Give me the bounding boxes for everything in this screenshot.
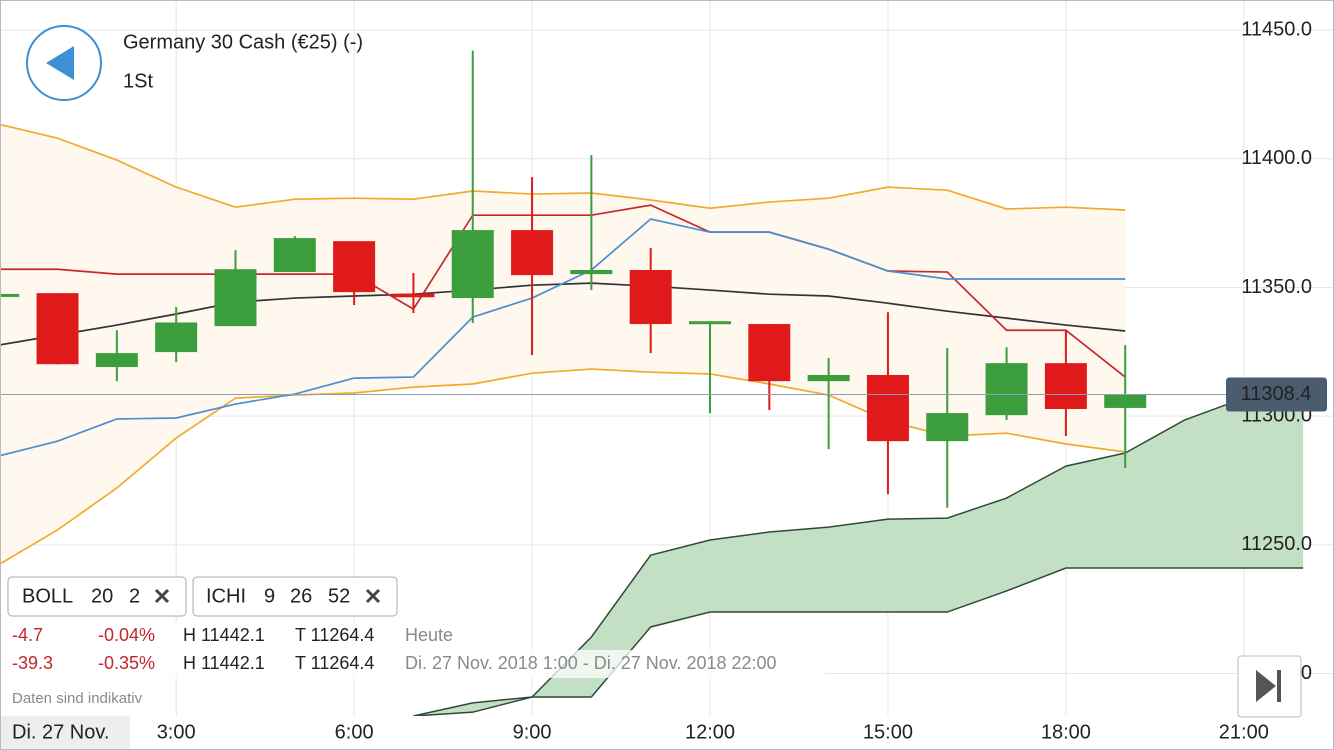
cloud-line — [413, 567, 1304, 717]
change: -4.7 — [12, 625, 43, 645]
low: T 11264.4 — [295, 653, 374, 673]
indicator-line — [0, 218, 1126, 457]
candle-body — [1044, 363, 1087, 409]
candle-body — [451, 230, 494, 299]
candle-body — [629, 269, 672, 325]
candle-body — [1104, 394, 1147, 408]
forward-bar — [1277, 670, 1281, 702]
chip-name: BOLL — [22, 585, 73, 607]
candle-body — [95, 353, 138, 368]
candle-body — [0, 293, 20, 297]
cloud-fill — [413, 386, 1304, 717]
change: -39.3 — [12, 653, 53, 673]
percent: -0.35% — [98, 653, 155, 673]
candle-body — [689, 321, 732, 325]
footer-note: Daten sind indikativ — [12, 690, 143, 707]
candle-body — [214, 269, 257, 327]
candle-body — [333, 241, 376, 293]
high: H 11442.1 — [183, 625, 265, 645]
plot — [0, 0, 1334, 717]
forward-button[interactable] — [1237, 655, 1302, 718]
x-tick-label: 3:00 — [157, 721, 196, 743]
chip-close[interactable] — [154, 588, 170, 604]
candle-body — [273, 238, 316, 273]
indicator-chip[interactable]: ICHI 9 26 52 — [192, 576, 398, 617]
low: T 11264.4 — [295, 625, 374, 645]
chip-param: 9 — [264, 585, 275, 607]
period: Di. 27 Nov. 2018 1:00 - Di. 27 Nov. 2018… — [405, 653, 777, 673]
candle-body — [392, 293, 435, 298]
percent: -0.04% — [98, 625, 155, 645]
y-tick-label: 11400.0 — [1241, 147, 1312, 169]
stats-bg — [0, 650, 825, 678]
period: Heute — [405, 625, 453, 645]
candle-body — [926, 413, 969, 442]
y-tick-label: 11450.0 — [1241, 18, 1312, 40]
x-tick-label: 18:00 — [1041, 721, 1091, 743]
x-tick-label: 21:00 — [1219, 721, 1269, 743]
price-box — [1226, 377, 1327, 412]
y-tick-label: 11250.0 — [1241, 533, 1312, 555]
chip-param: 52 — [328, 585, 350, 607]
back-arrow — [46, 46, 74, 80]
date-box — [0, 716, 130, 750]
price-label: 11308.4 — [1241, 383, 1312, 405]
axes: 11200.011250.011300.011350.011400.011450… — [157, 18, 1327, 743]
indicator-line — [0, 204, 1126, 378]
chip-box[interactable] — [192, 576, 398, 617]
indicator-chip[interactable]: BOLL 20 2 — [7, 576, 187, 617]
y-tick-label: 11350.0 — [1241, 276, 1312, 298]
x-tick-label: 9:00 — [513, 721, 552, 743]
candle-body — [985, 363, 1028, 416]
candle-body — [748, 324, 791, 382]
stats-bg — [0, 622, 470, 650]
interval[interactable]: 1St — [123, 70, 153, 92]
candle-body — [511, 230, 554, 276]
forward-icon — [1256, 670, 1276, 702]
chip-close[interactable] — [365, 588, 381, 604]
x-axis-strip — [0, 716, 1334, 750]
chip-param: 20 — [91, 585, 113, 607]
x-tick-label: 6:00 — [335, 721, 374, 743]
chip-box[interactable] — [7, 576, 187, 617]
x-tick-label: 15:00 — [863, 721, 913, 743]
chip-name: ICHI — [206, 585, 246, 607]
high: H 11442.1 — [183, 653, 265, 673]
candle-body — [866, 375, 909, 442]
chip-param: 2 — [129, 585, 140, 607]
date-label: Di. 27 Nov. — [12, 721, 109, 743]
instrument-title: Germany 30 Cash (€25) (-) — [123, 31, 363, 53]
candle-body — [155, 322, 198, 353]
indicator-line — [0, 123, 1126, 211]
chip-param: 26 — [290, 585, 312, 607]
candle-body — [807, 375, 850, 382]
candle-body — [36, 293, 79, 365]
x-tick-label: 12:00 — [685, 721, 735, 743]
back-button[interactable] — [26, 25, 102, 101]
band-fill — [0, 124, 1126, 564]
candle-body — [570, 269, 613, 275]
